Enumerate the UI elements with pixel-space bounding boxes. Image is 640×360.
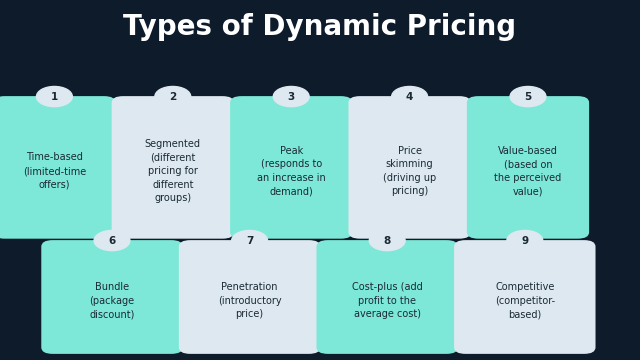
Text: Competitive
(competitor-
based): Competitive (competitor- based) (495, 282, 555, 319)
Text: Time-based
(limited-time
offers): Time-based (limited-time offers) (23, 152, 86, 190)
Text: Bundle
(package
discount): Bundle (package discount) (90, 282, 134, 319)
Text: 2: 2 (169, 91, 177, 102)
Circle shape (510, 86, 546, 107)
Text: Value-based
(based on
the perceived
value): Value-based (based on the perceived valu… (494, 145, 562, 197)
Text: Peak
(responds to
an increase in
demand): Peak (responds to an increase in demand) (257, 145, 326, 197)
Text: Cost-plus (add
profit to the
average cost): Cost-plus (add profit to the average cos… (352, 282, 422, 319)
Circle shape (232, 230, 268, 251)
FancyBboxPatch shape (349, 96, 471, 239)
Text: Segmented
(different
pricing for
different
groups): Segmented (different pricing for differe… (145, 139, 201, 203)
FancyBboxPatch shape (316, 240, 458, 354)
Circle shape (273, 86, 309, 107)
Text: 3: 3 (287, 91, 295, 102)
Text: 6: 6 (108, 235, 116, 246)
Text: 8: 8 (383, 235, 391, 246)
FancyBboxPatch shape (179, 240, 320, 354)
Text: 7: 7 (246, 235, 253, 246)
FancyBboxPatch shape (112, 96, 234, 239)
FancyBboxPatch shape (41, 240, 183, 354)
Circle shape (507, 230, 543, 251)
FancyBboxPatch shape (454, 240, 595, 354)
Text: Price
skimming
(driving up
pricing): Price skimming (driving up pricing) (383, 145, 436, 197)
Circle shape (392, 86, 428, 107)
FancyBboxPatch shape (0, 96, 116, 239)
Text: 9: 9 (521, 235, 529, 246)
Text: 1: 1 (51, 91, 58, 102)
Circle shape (94, 230, 130, 251)
Text: 4: 4 (406, 91, 413, 102)
FancyBboxPatch shape (467, 96, 589, 239)
Circle shape (369, 230, 405, 251)
Circle shape (36, 86, 72, 107)
Text: 5: 5 (524, 91, 532, 102)
FancyBboxPatch shape (230, 96, 352, 239)
Circle shape (155, 86, 191, 107)
Text: Types of Dynamic Pricing: Types of Dynamic Pricing (124, 13, 516, 41)
Text: Penetration
(introductory
price): Penetration (introductory price) (218, 282, 282, 319)
